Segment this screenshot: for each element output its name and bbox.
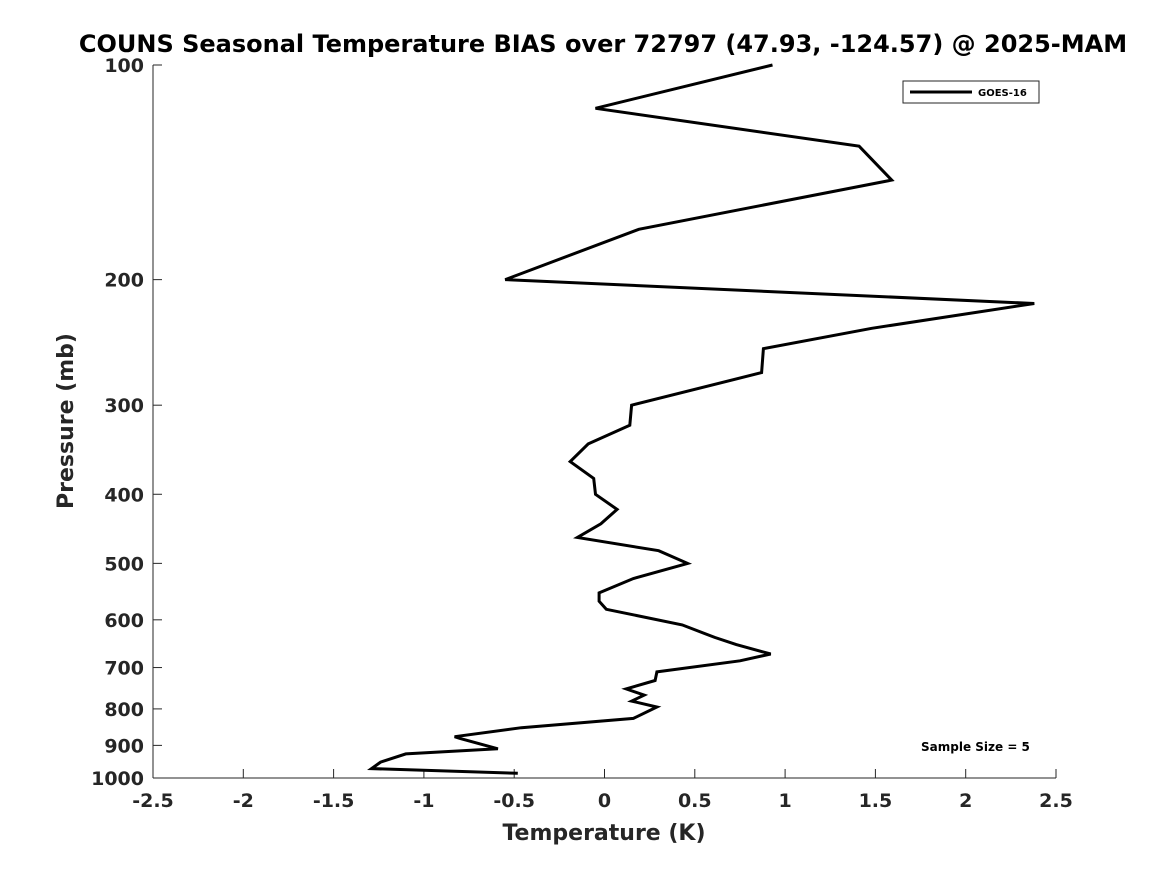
x-axis-ticks: -2.5 -2 -1.5 -1 -0.5 0 0.5 1 1.5 2 2.5 xyxy=(132,769,1073,812)
y-tick-label-1: 200 xyxy=(104,270,144,292)
legend: GOES-16 xyxy=(902,80,1040,104)
y-tick-label-9: 1000 xyxy=(91,768,144,790)
y-tick-label-0: 100 xyxy=(104,55,144,77)
x-axis-label: Temperature (K) xyxy=(502,821,705,846)
y-tick-label-5: 600 xyxy=(104,610,144,632)
y-tick-label-8: 900 xyxy=(104,735,144,757)
y-tick-label-2: 300 xyxy=(104,395,144,417)
x-tick-label-5: 0 xyxy=(598,790,611,812)
x-tick-label-2: -1.5 xyxy=(313,790,355,812)
y-axis-label: Pressure (mb) xyxy=(54,333,79,509)
x-tick-label-9: 2 xyxy=(959,790,972,812)
x-tick-label-10: 2.5 xyxy=(1039,790,1073,812)
legend-label-goes-16: GOES-16 xyxy=(978,88,1027,99)
series-layer xyxy=(367,63,1035,775)
x-tick-label-1: -2 xyxy=(233,790,254,812)
y-tick-label-6: 700 xyxy=(104,658,144,680)
sample-size-annotation: Sample Size = 5 xyxy=(921,740,1030,754)
chart-title: COUNS Seasonal Temperature BIAS over 727… xyxy=(79,30,1127,58)
y-axis-ticks: 100 200 300 400 500 600 700 800 900 1000 xyxy=(91,55,162,790)
x-tick-label-4: -0.5 xyxy=(493,790,535,812)
x-tick-label-8: 1.5 xyxy=(859,790,893,812)
x-tick-label-6: 0.5 xyxy=(678,790,712,812)
y-tick-label-3: 400 xyxy=(104,484,144,506)
y-tick-label-4: 500 xyxy=(104,553,144,575)
x-tick-label-7: 1 xyxy=(778,790,791,812)
series-line-goes-16 xyxy=(367,63,1035,775)
y-tick-label-7: 800 xyxy=(104,699,144,721)
x-tick-label-0: -2.5 xyxy=(132,790,174,812)
x-tick-label-3: -1 xyxy=(413,790,434,812)
